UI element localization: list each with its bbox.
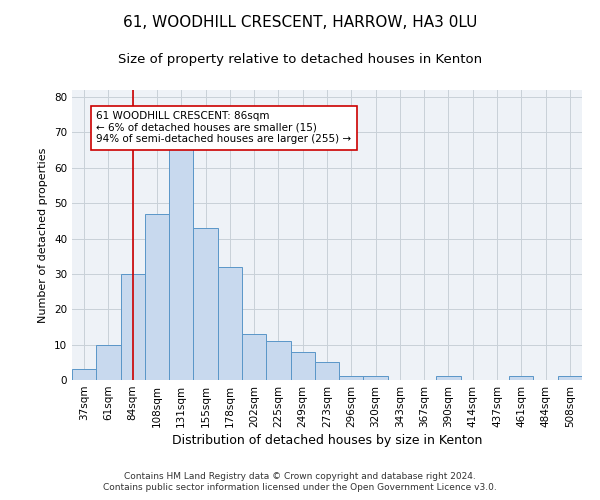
Bar [96, 344, 121, 380]
Bar [436, 376, 461, 380]
Text: 61, WOODHILL CRESCENT, HARROW, HA3 0LU: 61, WOODHILL CRESCENT, HARROW, HA3 0LU [123, 15, 477, 30]
Bar [242, 334, 266, 380]
Bar [266, 341, 290, 380]
Bar [193, 228, 218, 380]
Bar [218, 267, 242, 380]
Y-axis label: Number of detached properties: Number of detached properties [38, 148, 49, 322]
Bar [509, 376, 533, 380]
Bar [72, 370, 96, 380]
Bar [145, 214, 169, 380]
Bar [339, 376, 364, 380]
X-axis label: Distribution of detached houses by size in Kenton: Distribution of detached houses by size … [172, 434, 482, 447]
Text: Contains HM Land Registry data © Crown copyright and database right 2024.: Contains HM Land Registry data © Crown c… [124, 472, 476, 481]
Bar [364, 376, 388, 380]
Text: Size of property relative to detached houses in Kenton: Size of property relative to detached ho… [118, 52, 482, 66]
Bar [169, 146, 193, 380]
Bar [121, 274, 145, 380]
Bar [558, 376, 582, 380]
Text: Contains public sector information licensed under the Open Government Licence v3: Contains public sector information licen… [103, 484, 497, 492]
Bar [315, 362, 339, 380]
Bar [290, 352, 315, 380]
Text: 61 WOODHILL CRESCENT: 86sqm
← 6% of detached houses are smaller (15)
94% of semi: 61 WOODHILL CRESCENT: 86sqm ← 6% of deta… [96, 111, 352, 144]
